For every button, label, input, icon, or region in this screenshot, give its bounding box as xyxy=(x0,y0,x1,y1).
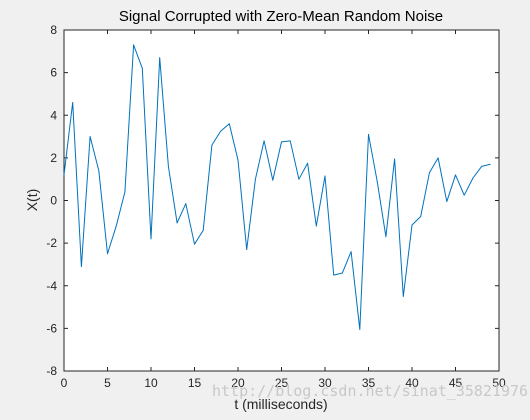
data-point xyxy=(81,266,82,267)
data-point xyxy=(237,159,239,161)
data-point xyxy=(98,170,100,172)
data-point xyxy=(420,216,422,217)
data-point xyxy=(350,251,352,253)
data-point xyxy=(115,225,117,227)
data-point xyxy=(63,174,65,176)
data-point xyxy=(429,172,430,174)
data-point xyxy=(89,136,91,137)
data-point xyxy=(402,296,404,297)
data-point xyxy=(159,57,161,59)
data-point xyxy=(411,224,413,226)
data-point xyxy=(228,123,230,125)
data-point xyxy=(255,178,256,180)
x-axis-label: t (milliseconds) xyxy=(234,396,327,412)
y-tick-label: 4 xyxy=(50,108,57,122)
watermark-text: http://blog.csdn.net/sinat_35821976 xyxy=(212,382,528,400)
x-tick-label: 35 xyxy=(362,376,376,390)
data-point xyxy=(463,194,465,196)
data-point xyxy=(289,140,291,142)
data-point xyxy=(446,201,448,202)
data-point xyxy=(298,178,300,180)
y-axis-label: X(t) xyxy=(24,189,40,212)
plot-area xyxy=(63,29,500,372)
axis-ticks: 0 5 10 15 20 25 30 35 40 45 50 -8 -6 -4 -2 0 2 4 6 8 xyxy=(46,23,506,390)
x-tick-label: 25 xyxy=(275,376,289,390)
series-line-0 xyxy=(63,44,491,330)
data-point xyxy=(376,180,378,182)
y-tick-label: -2 xyxy=(46,236,57,250)
y-tick-label: -6 xyxy=(46,321,57,335)
x-tick-label: 40 xyxy=(405,376,419,390)
data-point xyxy=(246,249,248,250)
data-point xyxy=(185,203,187,205)
data-point xyxy=(168,166,169,167)
x-tick-label: 0 xyxy=(61,376,68,390)
y-tick-label: 0 xyxy=(50,194,57,208)
data-point xyxy=(307,162,308,164)
data-point xyxy=(281,141,282,143)
x-tick-label: 10 xyxy=(144,376,158,390)
data-point xyxy=(72,102,74,103)
data-point xyxy=(141,67,143,69)
data-point xyxy=(385,236,387,238)
data-point xyxy=(124,191,126,193)
data-point xyxy=(202,229,204,231)
data-point xyxy=(359,329,361,330)
data-point xyxy=(394,158,395,160)
data-point xyxy=(272,179,274,181)
x-tick-label: 5 xyxy=(104,376,111,390)
y-tick-label: -4 xyxy=(46,279,57,293)
y-tick-label: 8 xyxy=(50,23,57,37)
x-tick-label: 15 xyxy=(188,376,202,390)
data-point xyxy=(437,157,439,159)
data-point xyxy=(315,225,317,227)
chart-title: Signal Corrupted with Zero-Mean Random N… xyxy=(119,8,443,25)
data-point xyxy=(176,222,178,224)
data-point xyxy=(455,174,456,176)
data-point xyxy=(133,44,135,46)
data-point xyxy=(481,166,482,167)
y-tick-label: 6 xyxy=(50,66,57,80)
data-point xyxy=(107,253,108,255)
data-point xyxy=(472,177,474,179)
y-tick-label: -8 xyxy=(46,364,57,378)
data-point xyxy=(333,274,335,276)
data-point xyxy=(489,163,491,165)
data-point xyxy=(220,130,222,132)
y-tick-label: 2 xyxy=(50,151,57,165)
series-layer xyxy=(63,44,491,330)
data-point xyxy=(324,175,326,177)
data-point xyxy=(342,272,343,274)
data-point xyxy=(150,238,152,240)
x-tick-label: 50 xyxy=(492,376,506,390)
data-point xyxy=(194,243,195,245)
x-tick-label: 30 xyxy=(318,376,332,390)
data-point xyxy=(263,140,265,142)
x-tick-label: 20 xyxy=(231,376,245,390)
data-point xyxy=(368,134,369,135)
x-tick-label: 45 xyxy=(449,376,463,390)
data-point xyxy=(211,144,213,146)
